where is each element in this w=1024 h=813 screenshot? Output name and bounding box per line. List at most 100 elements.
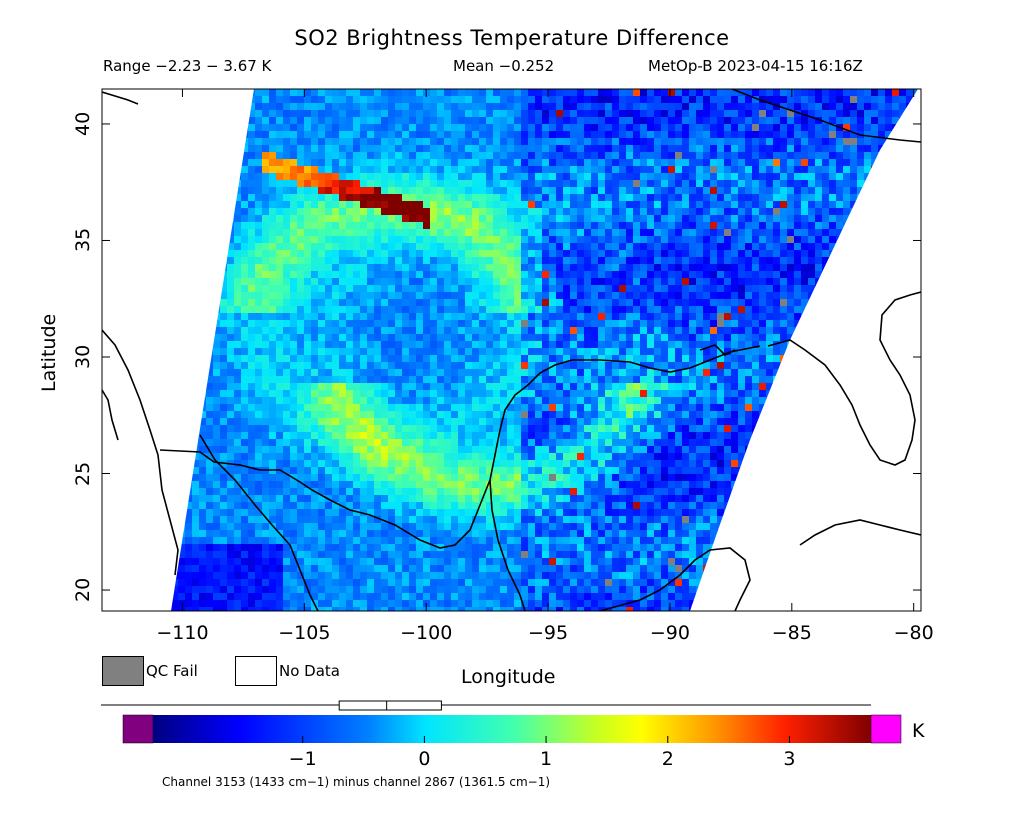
swath-pixel — [409, 166, 416, 173]
swath-pixel — [731, 250, 738, 257]
swath-pixel — [731, 110, 738, 117]
swath-pixel — [857, 397, 864, 404]
swath-pixel — [416, 383, 423, 390]
swath-pixel — [339, 390, 346, 397]
swath-pixel — [549, 355, 556, 362]
swath-pixel — [290, 271, 297, 278]
swath-pixel — [381, 355, 388, 362]
swath-pixel — [234, 166, 241, 173]
swath-pixel — [213, 103, 220, 110]
swath-pixel — [374, 376, 381, 383]
swath-pixel — [640, 152, 647, 159]
swath-pixel — [913, 222, 918, 229]
swath-pixel — [913, 152, 918, 159]
swath-pixel — [220, 250, 227, 257]
swath-pixel — [584, 166, 591, 173]
swath-pixel — [311, 208, 318, 215]
swath-pixel — [262, 383, 269, 390]
swath-pixel — [654, 313, 661, 320]
swath-pixel — [612, 271, 619, 278]
swath-pixel — [220, 159, 227, 166]
swath-pixel — [626, 166, 633, 173]
swath-pixel — [822, 376, 829, 383]
swath-pixel — [318, 166, 325, 173]
swath-pixel — [787, 131, 794, 138]
swath-pixel — [395, 320, 402, 327]
swath-pixel — [409, 383, 416, 390]
swath-pixel — [416, 208, 423, 215]
swath-pixel — [255, 362, 262, 369]
swath-pixel — [507, 222, 514, 229]
swath-pixel — [633, 292, 640, 299]
swath-pixel — [283, 166, 290, 173]
swath-pixel — [402, 348, 409, 355]
swath-pixel — [556, 180, 563, 187]
swath-pixel — [227, 222, 234, 229]
swath-pixel — [710, 187, 717, 194]
swath-pixel — [850, 110, 857, 117]
swath-pixel — [514, 327, 521, 334]
swath-pixel — [563, 292, 570, 299]
swath-pixel — [430, 236, 437, 243]
swath-pixel — [682, 89, 689, 96]
swath-pixel — [493, 327, 500, 334]
swath-pixel — [570, 341, 577, 348]
swath-pixel — [290, 222, 297, 229]
swath-pixel — [654, 271, 661, 278]
swath-pixel — [374, 159, 381, 166]
swath-pixel — [171, 376, 178, 383]
swath-pixel — [675, 355, 682, 362]
swath-pixel — [493, 103, 500, 110]
swath-pixel — [472, 271, 479, 278]
swath-pixel — [199, 341, 206, 348]
swath-pixel — [185, 152, 192, 159]
swath-pixel — [185, 103, 192, 110]
swath-pixel — [255, 145, 262, 152]
swath-pixel — [759, 194, 766, 201]
swath-pixel — [871, 229, 878, 236]
swath-pixel — [185, 215, 192, 222]
swath-pixel — [521, 383, 528, 390]
swath-pixel — [479, 180, 486, 187]
swath-pixel — [528, 257, 535, 264]
swath-pixel — [283, 285, 290, 292]
swath-pixel — [262, 313, 269, 320]
swath-pixel — [521, 152, 528, 159]
swath-pixel — [724, 243, 731, 250]
swath-pixel — [829, 362, 836, 369]
swath-pixel — [241, 313, 248, 320]
swath-pixel — [605, 390, 612, 397]
swath-pixel — [549, 96, 556, 103]
swath-pixel — [696, 194, 703, 201]
swath-pixel — [458, 306, 465, 313]
swath-pixel — [150, 369, 157, 376]
swath-pixel — [318, 285, 325, 292]
swath-pixel — [220, 362, 227, 369]
swath-pixel — [297, 180, 304, 187]
swath-pixel — [717, 292, 724, 299]
swath-pixel — [325, 376, 332, 383]
swath-pixel — [479, 369, 486, 376]
swath-pixel — [430, 299, 437, 306]
swath-pixel — [535, 124, 542, 131]
swath-pixel — [339, 278, 346, 285]
swath-pixel — [311, 250, 318, 257]
swath-pixel — [584, 271, 591, 278]
swath-pixel — [717, 285, 724, 292]
swath-pixel — [150, 138, 157, 145]
swath-pixel — [689, 208, 696, 215]
swath-pixel — [157, 208, 164, 215]
swath-pixel — [360, 327, 367, 334]
swath-pixel — [542, 355, 549, 362]
swath-pixel — [290, 390, 297, 397]
swath-pixel — [157, 236, 164, 243]
swath-pixel — [829, 278, 836, 285]
swath-pixel — [549, 299, 556, 306]
swath-pixel — [311, 313, 318, 320]
swath-pixel — [199, 201, 206, 208]
swath-pixel — [913, 320, 918, 327]
swath-pixel — [276, 166, 283, 173]
swath-pixel — [395, 236, 402, 243]
swath-pixel — [528, 299, 535, 306]
swath-pixel — [297, 285, 304, 292]
